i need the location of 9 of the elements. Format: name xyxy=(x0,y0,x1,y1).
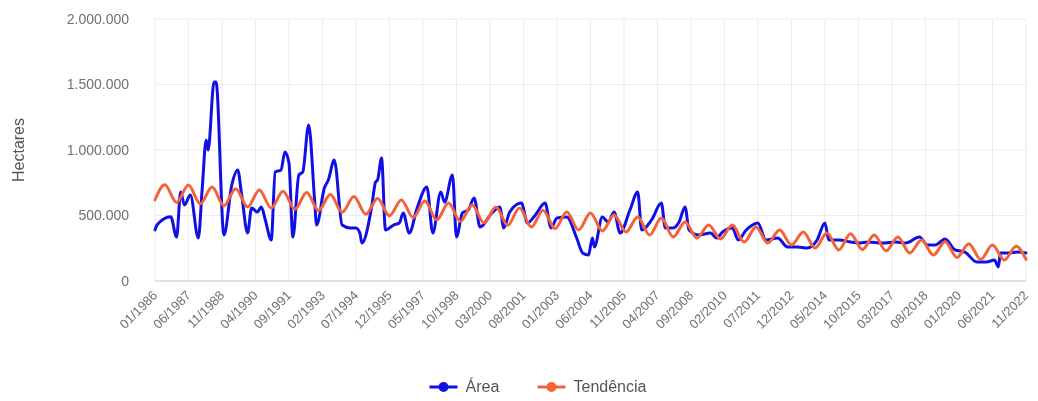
y-tick-label: 500.000 xyxy=(78,207,130,224)
y-tick-label: 1.000.000 xyxy=(66,141,130,158)
y-tick-label: 0 xyxy=(121,272,130,289)
legend-label: Área xyxy=(465,377,500,395)
legend-label: Tendência xyxy=(573,378,647,395)
y-tick-label: 1.500.000 xyxy=(66,76,130,93)
line-series xyxy=(153,183,1028,262)
y-axis-title: Hectares xyxy=(10,117,27,183)
y-tick-label: 2.000.000 xyxy=(66,10,130,27)
